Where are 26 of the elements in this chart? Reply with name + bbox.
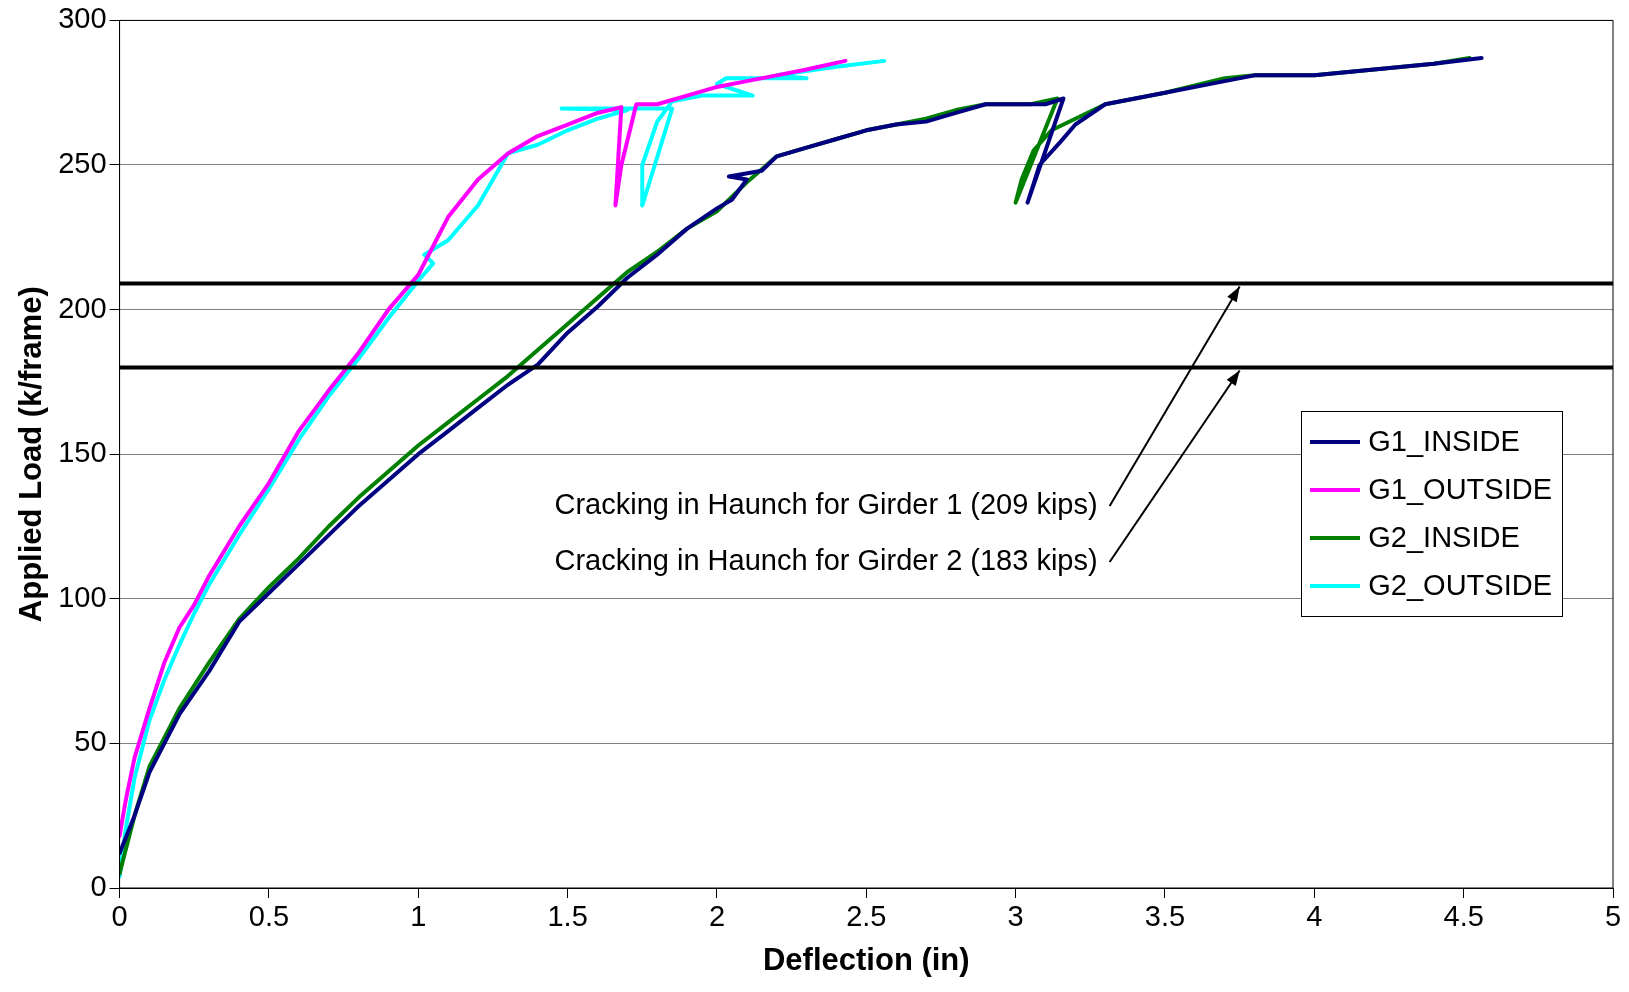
x-tick-label: 2 <box>708 900 726 933</box>
y-tick-label: 0 <box>90 870 107 902</box>
legend-label: G2_OUTSIDE <box>1368 569 1552 603</box>
x-tick-label: 3 <box>1007 900 1024 933</box>
x-tick-label: 5 <box>1604 900 1622 933</box>
y-tick-label: 150 <box>58 436 107 469</box>
annotation: Cracking in Haunch for Girder 2 (183 kips) <box>554 544 1098 576</box>
legend-label: G1_OUTSIDE <box>1368 473 1552 507</box>
x-tick-label: 0 <box>111 900 128 933</box>
x-axis-title: Deflection (in) <box>762 941 970 977</box>
y-tick-label: 200 <box>58 291 107 324</box>
x-tick-label: 4 <box>1306 900 1323 933</box>
annotation: Cracking in Haunch for Girder 1 (209 kips) <box>554 488 1098 520</box>
y-axis-title: Applied Load (k/frame) <box>13 286 49 623</box>
y-tick-label: 250 <box>58 147 107 179</box>
x-tick-label: 0.5 <box>248 900 290 933</box>
x-tick-label: 4.5 <box>1443 900 1484 933</box>
x-tick-label: 1.5 <box>547 900 588 933</box>
y-tick-label: 50 <box>74 725 107 758</box>
y-tick-label: 300 <box>58 2 107 35</box>
x-tick-label: 2.5 <box>846 900 887 933</box>
y-tick-label: 100 <box>58 580 107 613</box>
legend-label: G1_INSIDE <box>1368 425 1520 459</box>
x-tick-label: 1 <box>410 900 427 933</box>
x-tick-label: 3.5 <box>1144 900 1186 933</box>
legend-label: G2_INSIDE <box>1368 521 1520 555</box>
